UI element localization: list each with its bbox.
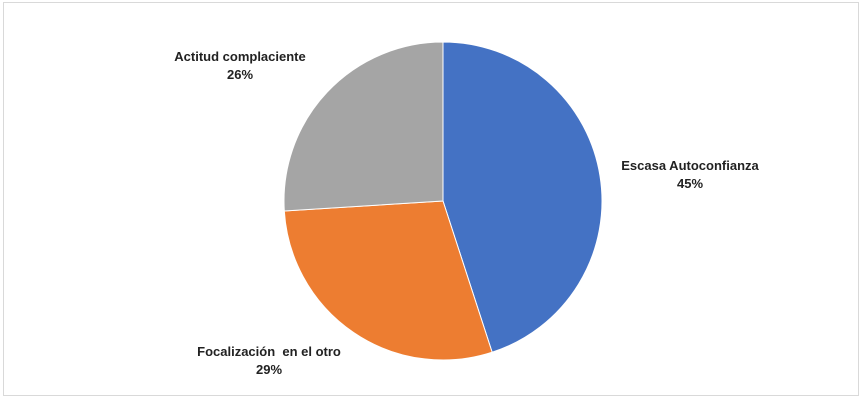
slice-label-focalizacion-en-el-otro: Focalización en el otro	[197, 344, 341, 359]
slice-label-escasa-autoconfianza: Escasa Autoconfianza	[621, 158, 759, 173]
pie-slice-focalizacion-en-el-otro	[283, 200, 493, 361]
pie-slice-actitud-complaciente	[283, 41, 444, 212]
pie-slice-escasa-autoconfianza	[442, 41, 603, 353]
slice-label-actitud-complaciente: Actitud complaciente	[174, 49, 305, 64]
slice-value-actitud-complaciente: 26%	[227, 67, 253, 82]
slice-value-escasa-autoconfianza: 45%	[677, 176, 703, 191]
slice-value-focalizacion-en-el-otro: 29%	[256, 362, 282, 377]
